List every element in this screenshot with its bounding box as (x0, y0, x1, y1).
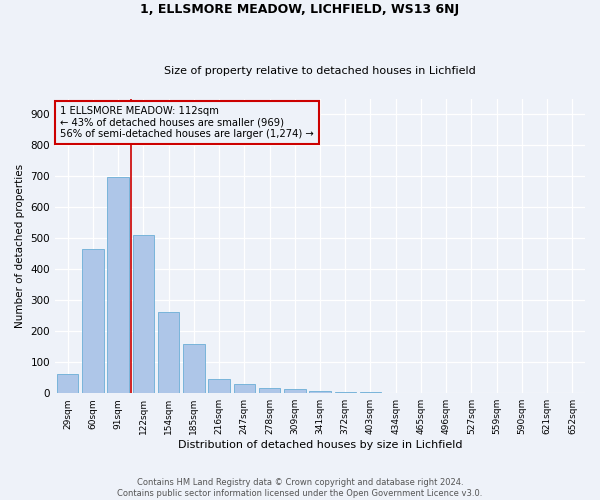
Text: 1 ELLSMORE MEADOW: 112sqm
← 43% of detached houses are smaller (969)
56% of semi: 1 ELLSMORE MEADOW: 112sqm ← 43% of detac… (61, 106, 314, 139)
Bar (259, 388, 280, 393)
Bar (133, 234, 154, 393)
Bar (208, 379, 230, 393)
Bar (107, 177, 129, 393)
Title: Size of property relative to detached houses in Lichfield: Size of property relative to detached ho… (164, 66, 476, 76)
Bar (183, 344, 205, 393)
Bar (309, 390, 331, 393)
X-axis label: Distribution of detached houses by size in Lichfield: Distribution of detached houses by size … (178, 440, 462, 450)
Y-axis label: Number of detached properties: Number of detached properties (15, 164, 25, 328)
Text: 1, ELLSMORE MEADOW, LICHFIELD, WS13 6NJ: 1, ELLSMORE MEADOW, LICHFIELD, WS13 6NJ (140, 2, 460, 16)
Bar (385, 392, 406, 393)
Bar (82, 249, 104, 393)
Bar (233, 384, 255, 393)
Bar (57, 374, 79, 393)
Bar (158, 312, 179, 393)
Bar (284, 389, 305, 393)
Text: Contains HM Land Registry data © Crown copyright and database right 2024.
Contai: Contains HM Land Registry data © Crown c… (118, 478, 482, 498)
Bar (360, 392, 381, 393)
Bar (335, 392, 356, 393)
